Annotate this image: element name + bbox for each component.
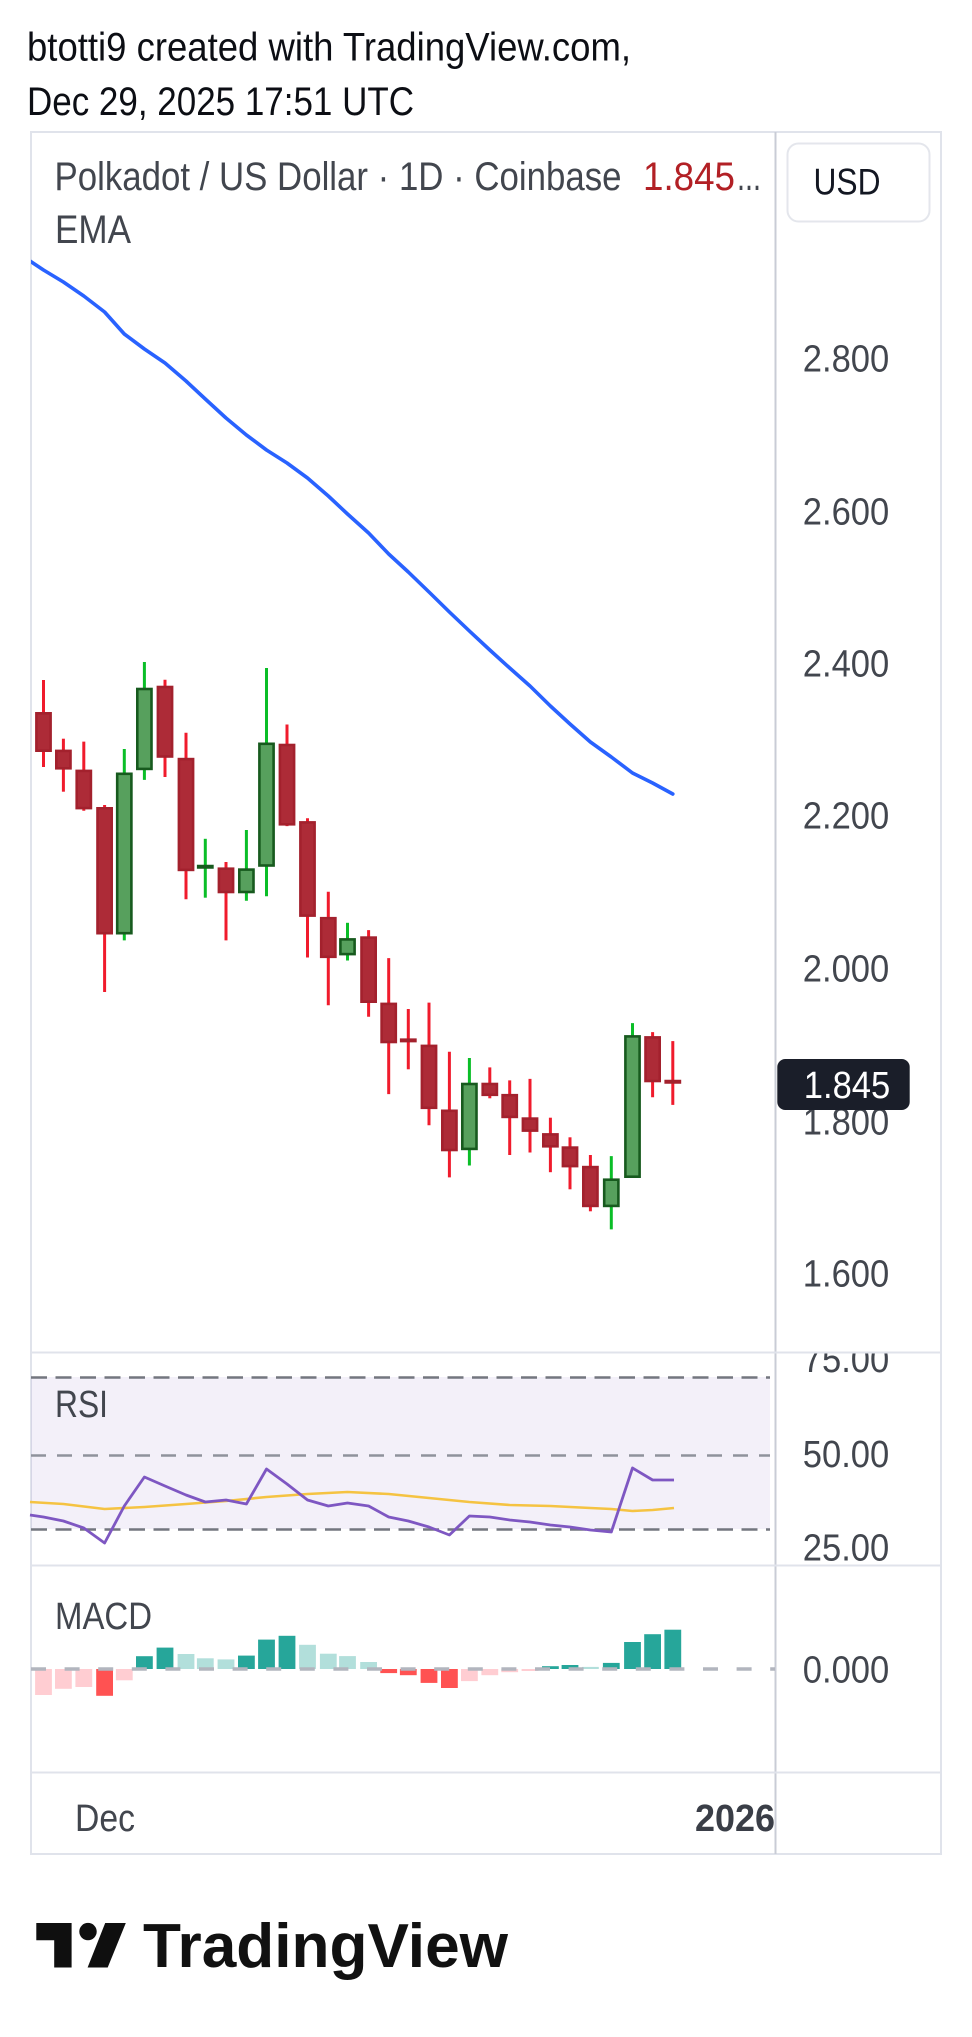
svg-text:btotti9 created with TradingVi: btotti9 created with TradingView.com, [27,26,631,70]
svg-text:2.800: 2.800 [803,338,890,380]
svg-text:1.845: 1.845 [643,155,735,199]
svg-text:RSI: RSI [55,1384,108,1426]
svg-text:2.400: 2.400 [803,643,890,685]
svg-text:0.000: 0.000 [803,1649,890,1691]
svg-text:TradingView: TradingView [143,1912,509,1981]
svg-text:Dec: Dec [75,1798,135,1840]
svg-text:75.00: 75.00 [803,1339,890,1381]
svg-text:Dec 29, 2025 17:51 UTC: Dec 29, 2025 17:51 UTC [27,80,414,124]
svg-text:EMA: EMA [55,208,131,252]
svg-text:25.00: 25.00 [803,1528,890,1570]
svg-text:USD: USD [814,161,881,202]
svg-text:MACD: MACD [55,1596,152,1638]
svg-text:1.600: 1.600 [803,1253,890,1295]
svg-text:2026: 2026 [695,1798,775,1840]
svg-text:50.00: 50.00 [803,1434,890,1476]
svg-text:2.000: 2.000 [803,948,890,990]
svg-text:1.845: 1.845 [804,1065,891,1107]
svg-text:...: ... [737,155,761,199]
svg-text:Polkadot / US Dollar · 1D · Co: Polkadot / US Dollar · 1D · Coinbase [55,155,622,199]
svg-text:2.600: 2.600 [803,491,890,533]
svg-text:2.200: 2.200 [803,795,890,837]
